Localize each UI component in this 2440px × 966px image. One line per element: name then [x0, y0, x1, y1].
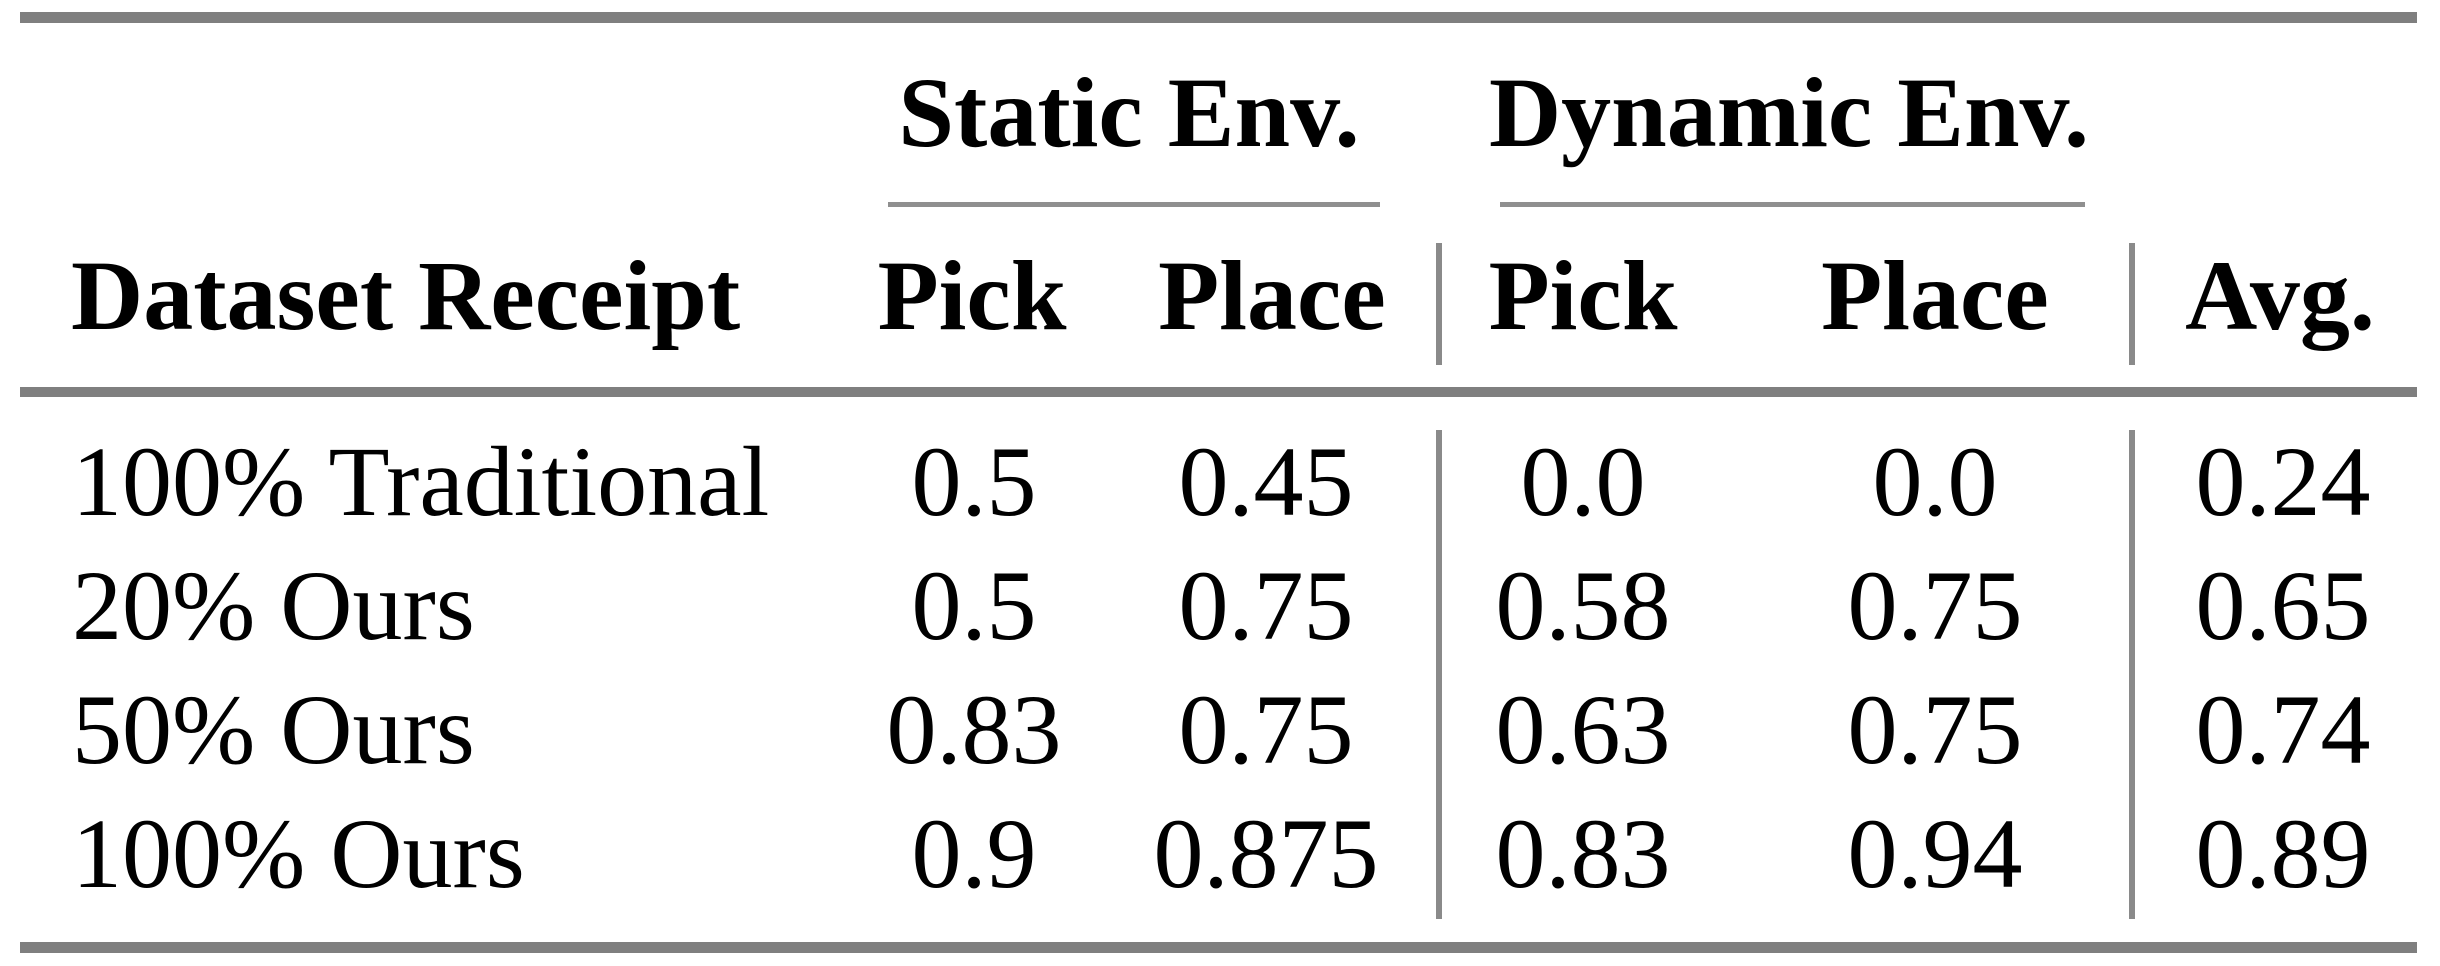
cell-avg: 0.65	[2195, 550, 2371, 661]
vertical-rule-1-header	[1436, 243, 1442, 365]
col-group-dynamic-env: Dynamic Env.	[1488, 57, 2090, 168]
row-label: 100% Ours	[72, 798, 525, 909]
header-dynamic-place: Place	[1821, 240, 2049, 351]
table-top-rule	[20, 12, 2417, 23]
header-dataset-receipt: Dataset Receipt	[71, 240, 741, 351]
header-static-place: Place	[1158, 240, 1386, 351]
cell-avg: 0.24	[2195, 426, 2371, 537]
cell-dynamic-pick: 0.83	[1495, 798, 1671, 909]
cell-dynamic-pick: 0.58	[1495, 550, 1671, 661]
cell-static-place: 0.75	[1178, 550, 1354, 661]
vertical-rule-2-body	[2129, 430, 2135, 919]
cell-static-place: 0.875	[1153, 798, 1379, 909]
header-avg: Avg.	[2185, 240, 2375, 351]
row-label: 20% Ours	[72, 550, 475, 661]
table-bottom-rule	[20, 942, 2417, 953]
header-static-pick: Pick	[877, 240, 1067, 351]
cell-static-place: 0.75	[1178, 674, 1354, 785]
cell-static-pick: 0.5	[911, 550, 1037, 661]
cell-dynamic-place: 0.75	[1847, 674, 2023, 785]
cell-dynamic-pick: 0.0	[1520, 426, 1646, 537]
vertical-rule-1-body	[1436, 430, 1442, 919]
cell-static-pick: 0.5	[911, 426, 1037, 537]
cell-avg: 0.89	[2195, 798, 2371, 909]
cell-dynamic-place: 0.94	[1847, 798, 2023, 909]
cell-dynamic-place: 0.75	[1847, 550, 2023, 661]
cmidrule-dynamic-env	[1500, 202, 2085, 207]
cell-avg: 0.74	[2195, 674, 2371, 785]
cmidrule-static-env	[888, 202, 1380, 207]
col-group-static-env: Static Env.	[898, 57, 1360, 168]
row-label: 100% Traditional	[72, 426, 770, 537]
cell-static-place: 0.45	[1178, 426, 1354, 537]
cell-dynamic-place: 0.0	[1872, 426, 1998, 537]
vertical-rule-2-header	[2129, 243, 2135, 365]
header-dynamic-pick: Pick	[1488, 240, 1678, 351]
cell-static-pick: 0.9	[911, 798, 1037, 909]
cell-static-pick: 0.83	[886, 674, 1062, 785]
table-header-rule	[20, 387, 2417, 397]
row-label: 50% Ours	[72, 674, 475, 785]
cell-dynamic-pick: 0.63	[1495, 674, 1671, 785]
